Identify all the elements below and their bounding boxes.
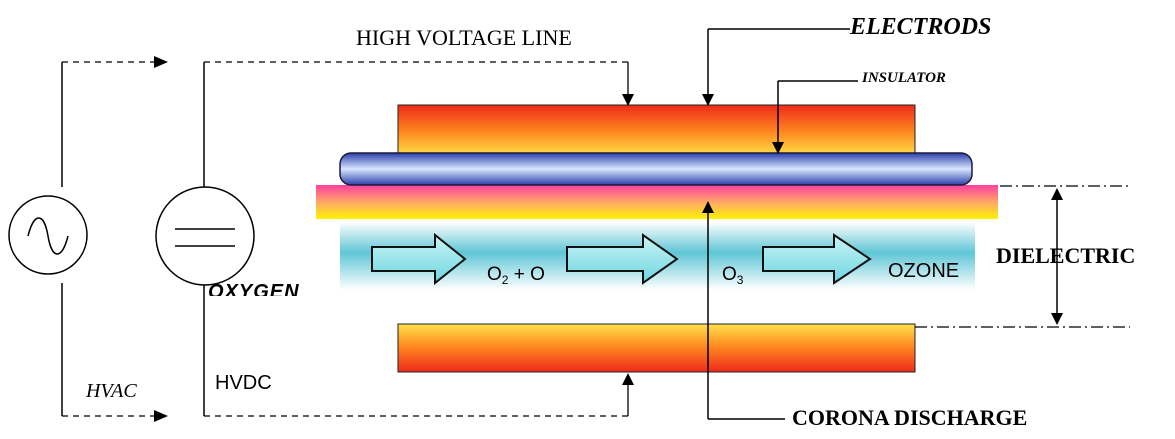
o3-label: O3 [722, 265, 743, 286]
sine-wave-symbol [27, 217, 69, 255]
dielectric-arrowhead-top [1051, 188, 1063, 200]
dielectric-layer [316, 185, 998, 219]
o3-base-text: O [722, 264, 737, 285]
o2-base-text: O [487, 264, 502, 285]
oxygen-label: OXYGEN [208, 282, 300, 296]
insulator-label: INSULATOR [862, 70, 946, 86]
flow-arrow-2 [566, 233, 679, 285]
dielectric-arrowhead-bottom [1051, 313, 1063, 325]
bottom-electrode [397, 323, 916, 373]
ozone-label: OZONE [888, 260, 960, 282]
dielectric-label: DIELECTRIC [996, 243, 1136, 268]
o2-plus-o-label: O2 + O [487, 265, 545, 286]
high-voltage-line-label: HIGH VOLTAGE LINE [356, 25, 572, 50]
insulator-tube [339, 152, 973, 186]
hvac-arrowhead-top [154, 56, 168, 68]
o2-subscript: 2 [501, 273, 509, 287]
electrods-label: ELECTRODS [850, 14, 992, 40]
o3-subscript: 3 [736, 273, 744, 287]
flow-arrow-3 [762, 233, 872, 285]
top-electrode [397, 104, 916, 157]
insulator-arrowhead [772, 142, 784, 154]
flow-arrow-1 [371, 232, 467, 286]
hvdc-label: HVDC [215, 372, 272, 394]
ground-arrowhead [622, 373, 634, 385]
plus-o-text: + O [508, 264, 545, 285]
dc-source-icon [155, 186, 255, 286]
hvac-arrowhead-bottom [154, 410, 168, 422]
electrods-arrowhead [702, 94, 714, 106]
corona-discharge-label: CORONA DISCHARGE [792, 405, 1028, 430]
high-voltage-arrowhead [622, 94, 634, 106]
hvac-label: HVAC [86, 380, 137, 402]
corona-arrowhead [702, 201, 714, 213]
